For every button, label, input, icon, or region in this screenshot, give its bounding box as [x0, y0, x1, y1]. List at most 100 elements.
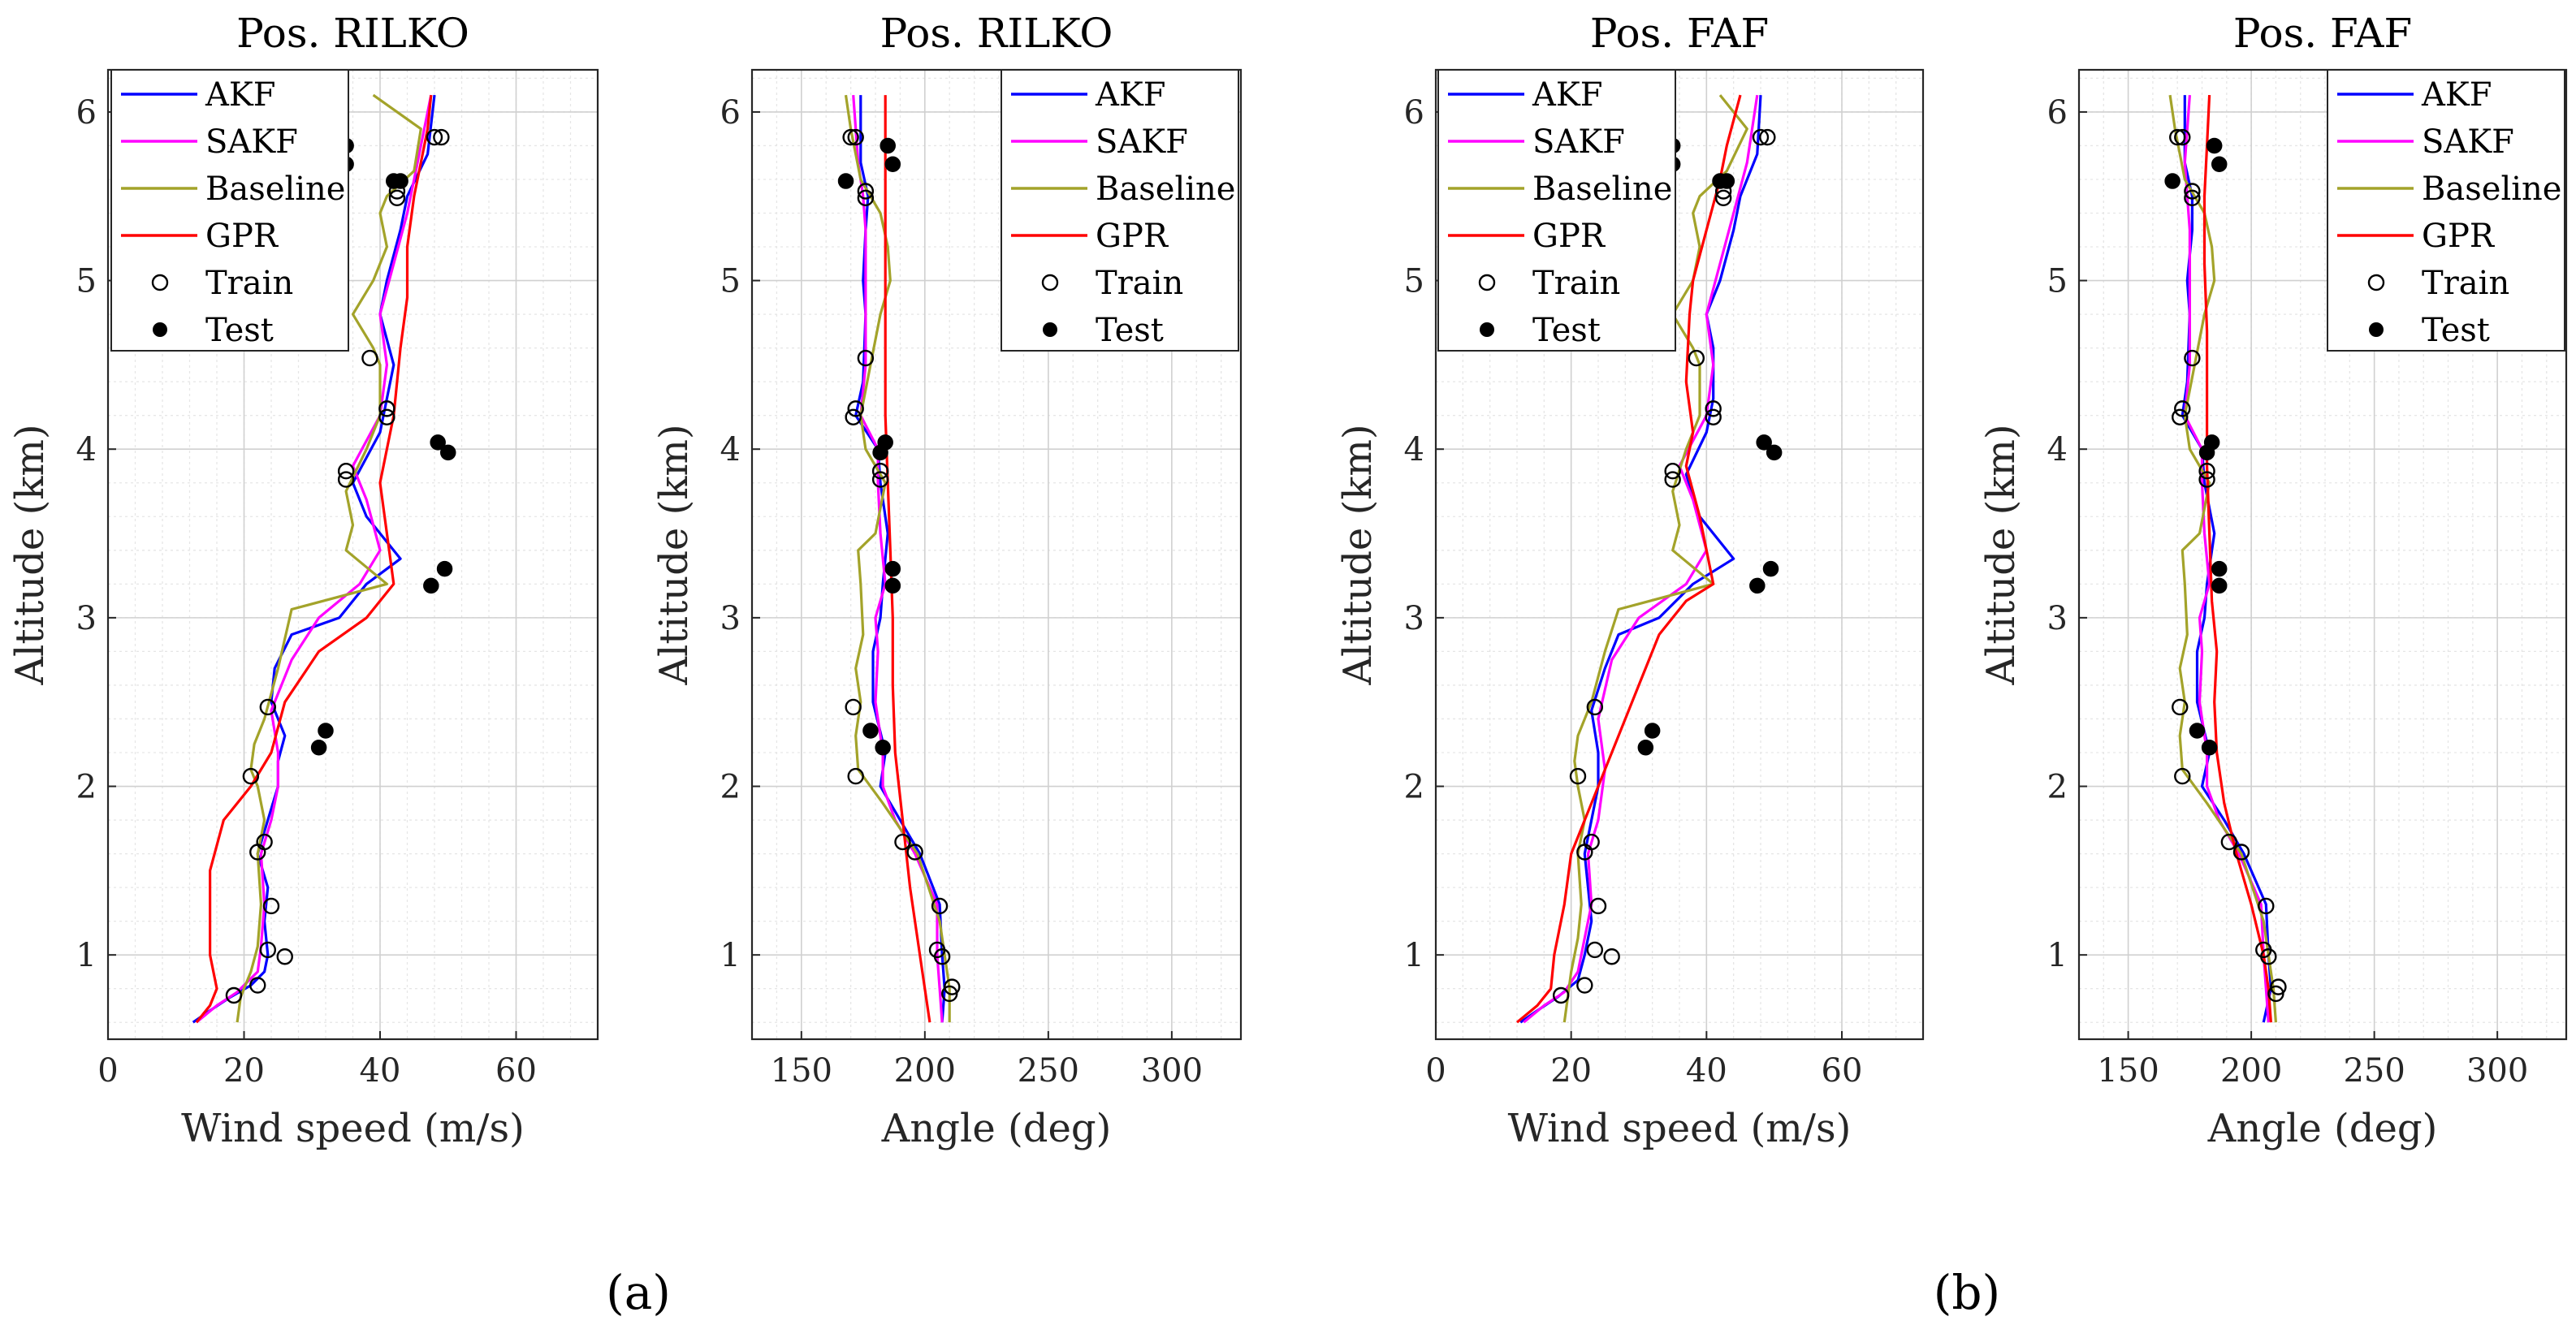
legend-label-baseline: Baseline: [1096, 170, 1235, 208]
test-point: [875, 740, 891, 756]
x-tick-label: 0: [1425, 1052, 1446, 1090]
x-tick-label: 300: [1141, 1052, 1203, 1090]
train-point: [433, 128, 450, 146]
legend: AKF SAKF Baseline GPR Train Test: [2327, 69, 2565, 352]
chart-panel-1: 0 20 40 60 1 2 3 4 5 6 Pos. RILKO Wind speed (m/s) A…: [7, 10, 599, 1151]
legend: AKF SAKF Baseline GPR Train Test: [110, 69, 349, 352]
series-line-gpr: [195, 94, 433, 1024]
legend-marker-train: [1478, 274, 1496, 291]
legend-label-gpr: GPR: [1096, 218, 1169, 255]
test-point: [1637, 740, 1654, 756]
train-point: [2184, 349, 2201, 367]
x-tick-label: 20: [1550, 1052, 1592, 1090]
test-point: [318, 723, 334, 739]
y-tick-label: 1: [1404, 937, 1424, 974]
legend-label-test: Test: [2422, 312, 2490, 349]
test-point: [2211, 560, 2228, 577]
legend-label-sakf: SAKF: [1096, 123, 1188, 161]
test-point: [2211, 156, 2228, 173]
train-point: [378, 400, 395, 417]
test-point: [1766, 444, 1783, 461]
train-point: [1586, 941, 1604, 959]
test-point: [392, 173, 408, 189]
y-tick-label: 4: [76, 431, 97, 468]
x-tick-label: 60: [495, 1052, 537, 1090]
train-point: [1714, 189, 1732, 207]
y-tick-label: 1: [720, 937, 741, 974]
train-point: [1752, 128, 1770, 146]
y-tick-label: 6: [76, 94, 97, 132]
legend-label-akf: AKF: [205, 76, 276, 114]
caption-a: (a): [606, 1265, 671, 1320]
train-point: [847, 400, 864, 417]
test-point: [2198, 444, 2215, 461]
plot-area: [837, 94, 961, 1023]
plot-area: [192, 93, 456, 1024]
test-point: [2189, 723, 2206, 739]
x-tick-label: 150: [2097, 1052, 2159, 1090]
legend-label-test: Test: [205, 312, 274, 349]
test-point: [2206, 137, 2223, 154]
legend-label-baseline: Baseline: [205, 170, 345, 208]
chart-title: Pos. FAF: [2233, 10, 2412, 57]
legend-label-baseline: Baseline: [1532, 170, 1672, 208]
legend-label-test: Test: [1532, 312, 1601, 349]
chart-title: Pos. RILKO: [236, 10, 469, 57]
legend-marker-train: [2367, 274, 2385, 291]
legend-marker-test: [153, 322, 167, 337]
test-point: [1644, 723, 1661, 739]
train-point: [1576, 977, 1593, 994]
x-tick-label: 200: [894, 1052, 956, 1090]
series-line-gpr: [884, 95, 931, 1023]
legend-label-train: Train: [205, 265, 293, 302]
y-tick-label: 4: [1404, 431, 1424, 468]
x-axis-label: Angle (deg): [881, 1106, 1112, 1151]
x-axis-label: Angle (deg): [2207, 1106, 2438, 1151]
plot-area: [2164, 94, 2287, 1023]
train-point: [2255, 941, 2272, 959]
legend-label-train: Train: [2422, 265, 2509, 302]
plot-area: [1515, 94, 1783, 1024]
legend: AKF SAKF Baseline GPR Train Test: [1437, 69, 1676, 352]
test-point: [837, 173, 854, 189]
y-tick-label: 4: [2047, 431, 2068, 468]
train-point: [1664, 463, 1681, 480]
test-point: [1749, 577, 1766, 594]
train-point: [256, 833, 273, 851]
chart-panel-4: 150 200 250 300 1 2 3 4 5 6 Pos. FAF Angle (deg) Alt…: [1978, 10, 2568, 1151]
chart-title: Pos. RILKO: [880, 10, 1113, 57]
legend-label-akf: AKF: [1095, 76, 1166, 114]
y-tick-label: 3: [720, 600, 741, 637]
test-point: [880, 137, 896, 154]
y-tick-label: 3: [2047, 600, 2068, 637]
series-line-akf: [854, 95, 946, 1023]
legend-label-sakf: SAKF: [2422, 123, 2514, 161]
x-tick-label: 20: [223, 1052, 265, 1090]
train-point: [1705, 408, 1722, 425]
axes-box: [2077, 68, 2568, 1041]
x-tick-label: 200: [2220, 1052, 2282, 1090]
train-point: [2169, 128, 2186, 146]
test-point: [310, 740, 327, 756]
y-tick-label: 3: [76, 600, 97, 637]
test-point: [430, 434, 446, 451]
train-point: [1759, 128, 1776, 146]
y-tick-label: 5: [720, 263, 741, 300]
series-line-baseline: [2168, 94, 2277, 1023]
train-point: [337, 471, 355, 488]
train-point: [259, 698, 277, 716]
train-point: [388, 189, 406, 207]
train-point: [1589, 897, 1607, 915]
train-point: [845, 408, 862, 425]
test-point: [440, 444, 456, 461]
y-axis-label: Altitude (km): [1335, 424, 1381, 685]
x-tick-label: 40: [1686, 1052, 1727, 1090]
legend-marker-test: [2369, 322, 2384, 337]
legend-label-train: Train: [1532, 265, 1620, 302]
train-point: [871, 463, 889, 480]
train-point: [1552, 986, 1570, 1004]
legend-label-train: Train: [1096, 265, 1183, 302]
legend-label-sakf: SAKF: [205, 123, 298, 161]
y-tick-label: 2: [720, 769, 741, 806]
train-point: [2232, 844, 2250, 861]
